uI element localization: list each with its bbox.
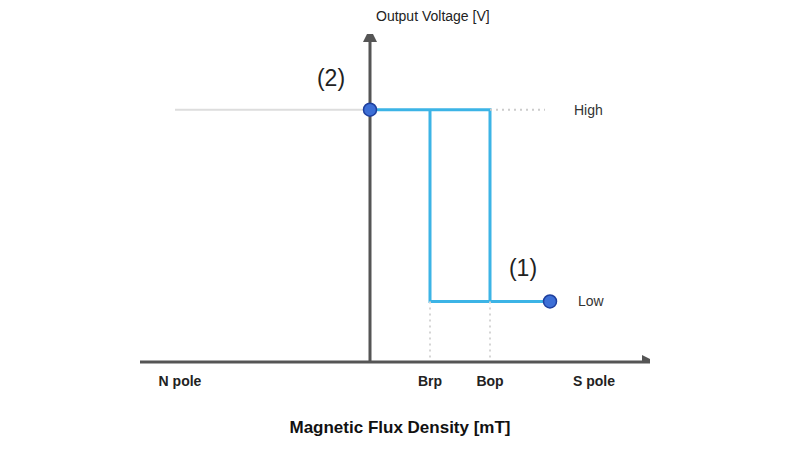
- html-text:Output Voltage [V]: Output Voltage [V]: [376, 8, 490, 24]
- svg-text:N pole: N pole: [159, 373, 202, 389]
- svg-text:Brp: Brp: [418, 373, 442, 389]
- svg-text:(1): (1): [509, 255, 537, 281]
- svg-text:S pole: S pole: [573, 373, 615, 389]
- svg-text:Bop: Bop: [476, 373, 503, 389]
- html-text:Magnetic Flux Density [mT]: Magnetic Flux Density [mT]: [289, 418, 511, 437]
- svg-text:High: High: [574, 102, 603, 118]
- svg-text:(2): (2): [317, 65, 345, 91]
- svg-text:Low: Low: [578, 293, 605, 309]
